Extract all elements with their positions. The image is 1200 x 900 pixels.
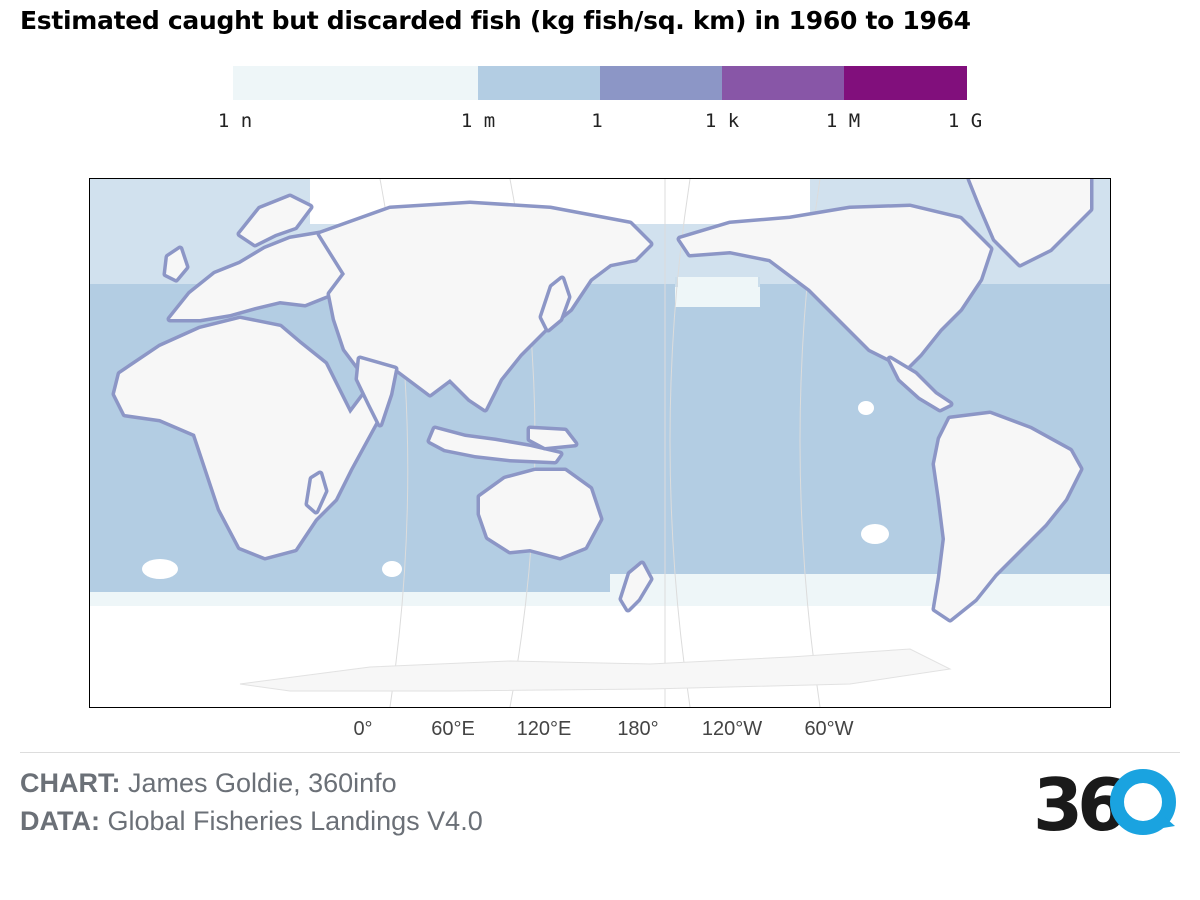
island-region: [382, 561, 402, 577]
data-credit-value: Global Fisheries Landings V4.0: [107, 806, 483, 836]
land-greenland: [966, 179, 1094, 268]
legend-tick-label: 1 m: [460, 110, 496, 132]
logo-arrow: [1159, 812, 1175, 828]
land-central-america: [886, 355, 954, 413]
ocean-band-south: [90, 574, 610, 592]
land-north-america: [676, 203, 994, 373]
island-region: [142, 559, 178, 579]
map-svg: [90, 179, 1110, 707]
longitude-label: 0°: [353, 718, 373, 740]
data-credit: DATA: Global Fisheries Landings V4.0: [20, 806, 483, 837]
longitude-label: 120°W: [701, 718, 763, 740]
land-new-zealand: [618, 560, 654, 613]
land-madagascar: [304, 470, 329, 515]
legend-tick-label: 1 n: [217, 110, 253, 132]
logo-ring: [1110, 769, 1176, 835]
360info-logo: 36: [1033, 763, 1181, 847]
land-india: [354, 355, 399, 428]
chart-credit: CHART: James Goldie, 360info: [20, 768, 397, 799]
legend-swatch: [478, 66, 600, 100]
chart-title: Estimated caught but discarded fish (kg …: [20, 6, 971, 35]
land-uk: [162, 245, 190, 283]
land-asia: [316, 200, 654, 413]
world-map[interactable]: [89, 178, 1111, 708]
longitude-label: 120°E: [516, 718, 572, 740]
color-legend: [233, 66, 967, 100]
legend-tick-label: 1 G: [947, 110, 983, 132]
legend-tick-label: 1 k: [704, 110, 740, 132]
land-scandinavia: [236, 193, 314, 248]
antarctic-white-zone: [90, 607, 1110, 707]
legend-swatch: [844, 66, 967, 100]
legend-tick-label: 1: [591, 110, 603, 132]
legend-tick-label: 1 M: [825, 110, 861, 132]
land-south-america: [931, 410, 1084, 623]
legend-swatch: [722, 66, 844, 100]
land-japan: [538, 275, 572, 333]
chart-credit-label: CHART:: [20, 768, 121, 798]
longitude-label: 180°: [617, 718, 659, 740]
legend-swatch: [233, 66, 478, 100]
land-antarctica: [239, 648, 952, 692]
island-hawaii-region: [858, 401, 874, 415]
longitude-label: 60°W: [804, 718, 854, 740]
legend-swatch: [600, 66, 722, 100]
logo-svg: 36: [1033, 763, 1176, 847]
data-credit-label: DATA:: [20, 806, 100, 836]
land-new-guinea: [526, 425, 579, 451]
longitude-label: 60°E: [431, 718, 475, 740]
footer-divider: [20, 752, 1180, 753]
island-region: [861, 524, 889, 544]
north-pacific-light-zone: [678, 277, 758, 305]
chart-credit-value: James Goldie, 360info: [128, 768, 397, 798]
land-indonesia: [426, 425, 564, 465]
land-australia: [476, 467, 604, 561]
